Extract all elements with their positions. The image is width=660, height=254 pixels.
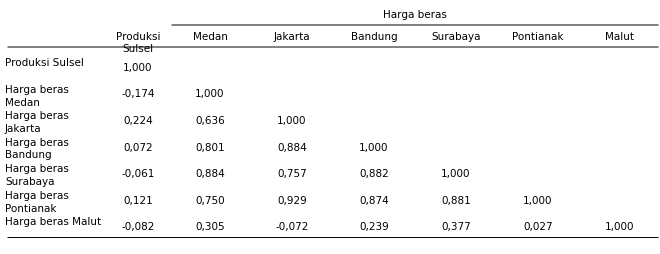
Text: Produksi
Sulsel: Produksi Sulsel	[115, 32, 160, 54]
Text: Harga beras: Harga beras	[5, 190, 69, 200]
Text: Harga beras: Harga beras	[5, 84, 69, 94]
Text: 0,377: 0,377	[441, 221, 471, 231]
Text: 0,929: 0,929	[277, 195, 307, 205]
Text: 0,882: 0,882	[359, 168, 389, 178]
Text: 1,000: 1,000	[123, 63, 152, 73]
Text: 0,305: 0,305	[195, 221, 225, 231]
Text: Bandung: Bandung	[5, 150, 51, 160]
Text: -0,174: -0,174	[121, 89, 154, 99]
Text: Harga beras Malut: Harga beras Malut	[5, 216, 101, 226]
Text: Medan: Medan	[193, 32, 228, 42]
Text: Bandung: Bandung	[350, 32, 397, 42]
Text: 0,881: 0,881	[441, 195, 471, 205]
Text: 0,072: 0,072	[123, 142, 153, 152]
Text: Harga beras: Harga beras	[383, 10, 447, 20]
Text: 0,801: 0,801	[195, 142, 225, 152]
Text: Jakarta: Jakarta	[5, 123, 42, 133]
Text: 1,000: 1,000	[359, 142, 389, 152]
Text: -0,082: -0,082	[121, 221, 154, 231]
Text: 1,000: 1,000	[523, 195, 553, 205]
Text: Pontianak: Pontianak	[512, 32, 564, 42]
Text: 0,884: 0,884	[195, 168, 225, 178]
Text: 0,636: 0,636	[195, 116, 225, 125]
Text: Pontianak: Pontianak	[5, 203, 57, 213]
Text: Malut: Malut	[605, 32, 634, 42]
Text: 0,750: 0,750	[195, 195, 225, 205]
Text: 1,000: 1,000	[605, 221, 635, 231]
Text: 1,000: 1,000	[442, 168, 471, 178]
Text: Harga beras: Harga beras	[5, 110, 69, 121]
Text: Surabaya: Surabaya	[431, 32, 480, 42]
Text: 0,757: 0,757	[277, 168, 307, 178]
Text: Harga beras: Harga beras	[5, 163, 69, 173]
Text: 0,121: 0,121	[123, 195, 153, 205]
Text: 0,239: 0,239	[359, 221, 389, 231]
Text: Surabaya: Surabaya	[5, 176, 55, 186]
Text: Jakarta: Jakarta	[274, 32, 310, 42]
Text: -0,061: -0,061	[121, 168, 154, 178]
Text: 1,000: 1,000	[195, 89, 225, 99]
Text: Produksi Sulsel: Produksi Sulsel	[5, 58, 84, 68]
Text: 0,027: 0,027	[523, 221, 553, 231]
Text: 0,884: 0,884	[277, 142, 307, 152]
Text: 1,000: 1,000	[277, 116, 307, 125]
Text: -0,072: -0,072	[275, 221, 309, 231]
Text: 0,224: 0,224	[123, 116, 153, 125]
Text: Harga beras: Harga beras	[5, 137, 69, 147]
Text: 0,874: 0,874	[359, 195, 389, 205]
Text: Medan: Medan	[5, 97, 40, 107]
